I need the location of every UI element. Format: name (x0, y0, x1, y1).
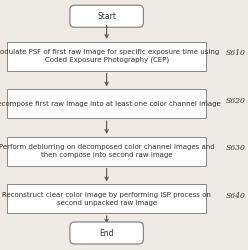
Text: Reconstruct clear color image by performing ISP process on
second unpacked raw i: Reconstruct clear color image by perform… (2, 192, 211, 205)
Text: Start: Start (97, 12, 116, 21)
FancyBboxPatch shape (7, 42, 206, 70)
Text: Perform deblurring on decomposed color channel images and
then compose into seco: Perform deblurring on decomposed color c… (0, 144, 215, 158)
Text: End: End (99, 228, 114, 237)
Text: S630: S630 (226, 144, 246, 152)
Text: Modulate PSF of first raw image for specific exposure time using
Coded Exposure : Modulate PSF of first raw image for spec… (0, 49, 219, 63)
FancyBboxPatch shape (70, 222, 143, 244)
FancyBboxPatch shape (7, 137, 206, 166)
Text: S640: S640 (226, 192, 246, 200)
FancyBboxPatch shape (7, 90, 206, 118)
Text: S620: S620 (226, 97, 246, 105)
Text: Decompose first raw image into at least one color channel image: Decompose first raw image into at least … (0, 101, 221, 107)
FancyBboxPatch shape (7, 184, 206, 213)
FancyBboxPatch shape (70, 5, 143, 27)
Text: S610: S610 (226, 50, 246, 58)
